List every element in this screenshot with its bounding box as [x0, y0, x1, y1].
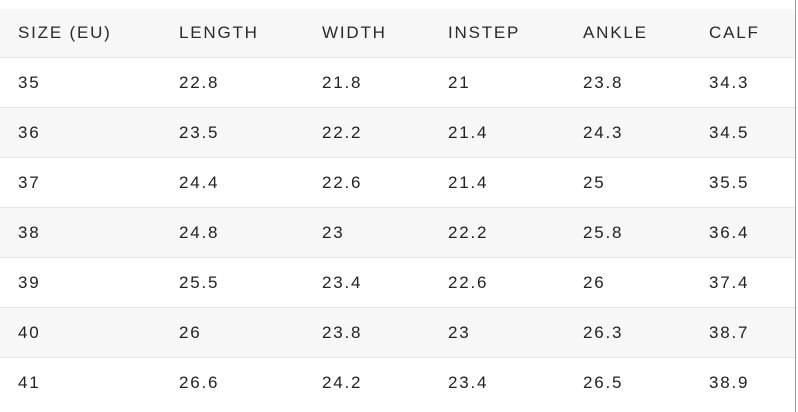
- table-cell: 23: [304, 207, 430, 258]
- table-cell: 26: [565, 257, 691, 308]
- table-cell: 36.4: [691, 207, 795, 258]
- table-cell: 37: [0, 157, 161, 208]
- table-cell: 24.2: [322, 372, 363, 392]
- table-cell: 22.6: [304, 157, 430, 208]
- table-header: SIZE (EU) LENGTH WIDTH INSTEP ANKLE CALF: [0, 9, 795, 58]
- table-cell: 23.5: [161, 107, 304, 158]
- table-cell: 38: [0, 207, 161, 258]
- table-row: 37 24.4 22.6 21.4 25 35.5: [0, 157, 795, 208]
- table-cell: 23.8: [304, 307, 430, 358]
- table-cell: 23: [430, 307, 565, 358]
- table-cell: 41: [18, 372, 41, 392]
- table-cell: 34.3: [691, 57, 795, 108]
- table-cell: 38.7: [691, 307, 795, 358]
- table-cell: 26.5: [583, 372, 624, 392]
- table-row: 39 25.5 23.4 22.6 26 37.4: [0, 257, 795, 308]
- table-cell: 22.2: [304, 107, 430, 158]
- table-cell: 36: [0, 107, 161, 158]
- header-row: SIZE (EU) LENGTH WIDTH INSTEP ANKLE CALF: [0, 9, 795, 58]
- table-cell: 22.8: [161, 57, 304, 108]
- table-row: 38 24.8 23 22.2 25.8 36.4: [0, 207, 795, 258]
- table-cell: 23.4: [448, 372, 489, 392]
- table-row: 40 26 23.8 23 26.3 38.7: [0, 307, 795, 358]
- table-cell: 22.6: [430, 257, 565, 308]
- table-body: 35 22.8 21.8 21 23.8 34.3 36 23.5 22.2 2…: [0, 57, 795, 408]
- table-cell: 39: [0, 257, 161, 308]
- table-cell: 35: [0, 57, 161, 108]
- table-cell: 25.8: [565, 207, 691, 258]
- table-cell: 35.5: [691, 157, 795, 208]
- table-row: 41 26.6 24.2 23.4 26.5 38.9: [0, 358, 795, 408]
- table-cell: 25.5: [161, 257, 304, 308]
- size-chart-table: SIZE (EU) LENGTH WIDTH INSTEP ANKLE CALF…: [0, 9, 795, 407]
- table-cell: 23.8: [565, 57, 691, 108]
- header-ankle: ANKLE: [565, 9, 691, 58]
- table-cell: 21.8: [304, 57, 430, 108]
- header-length: LENGTH: [161, 9, 304, 58]
- table-row: 36 23.5 22.2 21.4 24.3 34.5: [0, 107, 795, 158]
- table-cell: 24.3: [565, 107, 691, 158]
- table-cell: 24.8: [161, 207, 304, 258]
- table-cell: 22.2: [430, 207, 565, 258]
- header-instep: INSTEP: [430, 9, 565, 58]
- table-cell: 23.4: [304, 257, 430, 308]
- table-cell: 40: [0, 307, 161, 358]
- scroll-edge-divider: [795, 0, 796, 412]
- table-row: 35 22.8 21.8 21 23.8 34.3: [0, 57, 795, 108]
- table-cell: 25: [565, 157, 691, 208]
- table-cell: 24.4: [161, 157, 304, 208]
- table-cell: 21.4: [430, 107, 565, 158]
- table-cell: 37.4: [691, 257, 795, 308]
- table-cell: 34.5: [691, 107, 795, 158]
- header-calf: CALF: [691, 9, 795, 58]
- table-cell: 26: [161, 307, 304, 358]
- table-cell: 26.6: [179, 372, 220, 392]
- table-cell: 21: [430, 57, 565, 108]
- table-cell: 38.9: [709, 372, 750, 392]
- table-cell: 26.3: [565, 307, 691, 358]
- header-size: SIZE (EU): [0, 9, 161, 58]
- table-cell: 21.4: [430, 157, 565, 208]
- header-width: WIDTH: [304, 9, 430, 58]
